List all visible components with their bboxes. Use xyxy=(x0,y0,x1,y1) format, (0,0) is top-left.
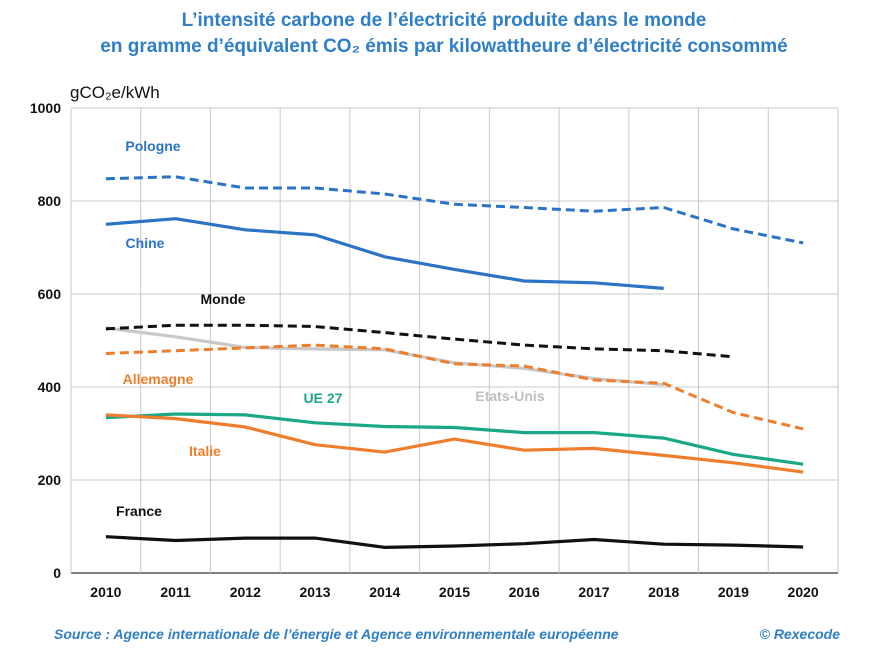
series-label-etats-unis: Etats-Unis xyxy=(475,388,544,404)
series-label-ue-27: UE 27 xyxy=(304,390,343,406)
copyright-note: © Rexecode xyxy=(759,626,840,642)
chart-title-line1: L’intensité carbone de l’électricité pro… xyxy=(181,10,707,31)
x-tick-label: 2016 xyxy=(509,584,540,600)
series-lines xyxy=(105,175,804,549)
y-tick-label: 600 xyxy=(38,286,62,302)
y-tick-label: 200 xyxy=(38,472,62,488)
x-tick-label: 2014 xyxy=(369,584,400,600)
series-line-chine xyxy=(105,217,664,290)
series-line-pologne xyxy=(105,175,804,245)
x-tick-label: 2011 xyxy=(160,584,191,600)
y-tick-label: 400 xyxy=(38,379,62,395)
x-tick-label: 2010 xyxy=(90,584,121,600)
x-tick-label: 2020 xyxy=(788,584,819,600)
x-tick-label: 2019 xyxy=(718,584,749,600)
series-label-pologne: Pologne xyxy=(125,138,180,154)
gridlines xyxy=(70,107,839,574)
series-label-allemagne: Allemagne xyxy=(123,371,194,387)
y-tick-label: 1000 xyxy=(30,100,61,116)
series-line-ue-27 xyxy=(105,412,804,466)
series-label-france: France xyxy=(116,503,162,519)
series-label-italie: Italie xyxy=(189,443,221,459)
series-labels: Pologne Chine Etats-Unis Monde Allemagne UE 2… xyxy=(116,138,545,519)
x-tick-label: 2012 xyxy=(230,584,261,600)
x-tick-label: 2018 xyxy=(648,584,679,600)
series-line-monde xyxy=(105,323,734,359)
series-line-france xyxy=(105,535,804,549)
chart-title-line2: en gramme d’équivalent CO₂ émis par kilo… xyxy=(100,36,788,57)
x-tick-label: 2017 xyxy=(578,584,609,600)
series-line-allemagne xyxy=(105,343,804,431)
series-line-italie xyxy=(105,413,804,474)
y-tick-label: 800 xyxy=(38,193,62,209)
axes: 0 200 400 600 800 1000 2010 2011 2012 2013 2014 201… xyxy=(30,100,819,600)
source-note: Source : Agence internationale de l’éner… xyxy=(54,626,619,642)
y-tick-label: 0 xyxy=(53,565,61,581)
series-label-monde: Monde xyxy=(200,291,245,307)
x-tick-label: 2015 xyxy=(439,584,470,600)
series-label-chine: Chine xyxy=(126,235,165,251)
x-tick-label: 2013 xyxy=(299,584,330,600)
y-axis-unit-label: gCO₂e/kWh xyxy=(70,83,160,102)
